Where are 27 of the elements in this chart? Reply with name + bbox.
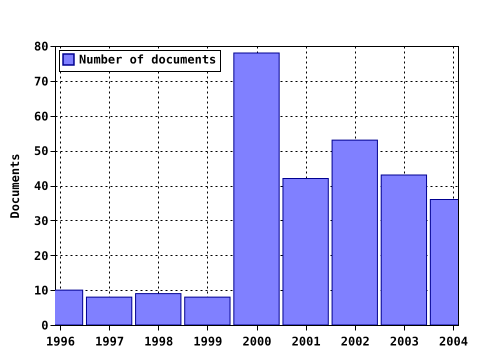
- bar: [233, 52, 280, 325]
- bar: [282, 178, 329, 325]
- y-tick-label: 0: [41, 318, 48, 332]
- x-tick-label: 2002: [340, 334, 370, 348]
- x-tick-label: 2003: [390, 334, 419, 348]
- bar: [332, 140, 378, 325]
- x-tick-label: 2004: [439, 334, 468, 348]
- bar: [184, 296, 231, 325]
- y-tick-label: 60: [34, 109, 48, 124]
- y-tick-label: 40: [34, 179, 48, 193]
- x-tick-label: 2000: [242, 334, 272, 348]
- y-tick-label: 20: [34, 248, 48, 263]
- bar: [135, 293, 182, 325]
- x-tick-label: 1998: [144, 334, 174, 348]
- y-axis-title: Documents: [8, 153, 22, 219]
- x-tick-label: 2001: [292, 334, 321, 348]
- y-tick-label: 30: [34, 214, 48, 228]
- x-tick-label: 1996: [46, 334, 75, 348]
- bar: [86, 296, 132, 325]
- y-tick-label: 50: [34, 144, 48, 158]
- x-tick-label: 1997: [95, 334, 124, 348]
- bar: [380, 174, 428, 325]
- legend-label: Number of documents: [79, 52, 216, 66]
- y-tick-label: 80: [34, 40, 48, 54]
- y-tick-label: 10: [34, 284, 48, 298]
- x-tick-label: 1999: [193, 334, 222, 348]
- y-tick-label: 70: [34, 74, 48, 88]
